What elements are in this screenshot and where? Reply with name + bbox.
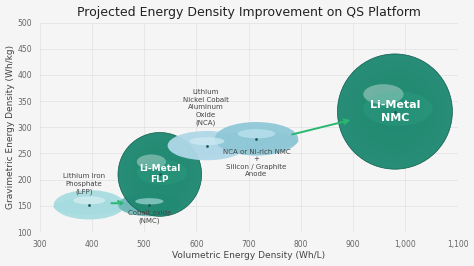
Ellipse shape	[118, 200, 181, 213]
Ellipse shape	[123, 138, 196, 211]
Ellipse shape	[366, 83, 424, 140]
Ellipse shape	[155, 169, 165, 180]
Ellipse shape	[359, 76, 431, 148]
Ellipse shape	[54, 198, 125, 215]
Text: NCA or Ni-rich NMC
+
Silicon / Graphite
Anode: NCA or Ni-rich NMC + Silicon / Graphite …	[223, 149, 290, 177]
Ellipse shape	[381, 97, 409, 126]
Ellipse shape	[118, 193, 181, 216]
Ellipse shape	[189, 137, 225, 145]
Ellipse shape	[363, 92, 432, 126]
Text: Cobalt oxide
(NMC): Cobalt oxide (NMC)	[128, 210, 171, 224]
Ellipse shape	[118, 132, 201, 216]
Ellipse shape	[363, 84, 403, 104]
Ellipse shape	[137, 155, 166, 169]
Ellipse shape	[168, 131, 246, 160]
Ellipse shape	[128, 143, 191, 206]
Ellipse shape	[139, 153, 181, 195]
Text: Li-Metal
FLP: Li-Metal FLP	[139, 164, 181, 184]
Ellipse shape	[144, 159, 175, 190]
Text: Lithium Iron
Phosphate
(LFP): Lithium Iron Phosphate (LFP)	[63, 173, 105, 195]
Ellipse shape	[135, 198, 164, 205]
Ellipse shape	[168, 139, 246, 155]
Ellipse shape	[388, 104, 402, 119]
Text: Lithium
Nickel Cobalt
Aluminum
Oxide
(NCA): Lithium Nickel Cobalt Aluminum Oxide (NC…	[183, 89, 228, 126]
Ellipse shape	[345, 61, 445, 162]
Title: Projected Energy Density Improvement on QS Platform: Projected Energy Density Improvement on …	[77, 6, 420, 19]
Ellipse shape	[337, 54, 452, 169]
Y-axis label: Gravimetric Energy Density (Wh/kg): Gravimetric Energy Density (Wh/kg)	[6, 45, 15, 209]
Ellipse shape	[134, 148, 186, 201]
Ellipse shape	[374, 90, 417, 133]
Ellipse shape	[215, 132, 298, 150]
Ellipse shape	[54, 190, 125, 219]
Text: Li-Metal
NMC: Li-Metal NMC	[370, 100, 420, 123]
Ellipse shape	[118, 132, 201, 216]
Ellipse shape	[337, 54, 452, 169]
Ellipse shape	[352, 68, 438, 155]
Ellipse shape	[149, 164, 170, 185]
Ellipse shape	[137, 160, 187, 185]
Ellipse shape	[73, 196, 105, 205]
Ellipse shape	[215, 122, 298, 156]
Ellipse shape	[237, 129, 275, 138]
X-axis label: Volumetric Energy Density (Wh/L): Volumetric Energy Density (Wh/L)	[172, 251, 325, 260]
